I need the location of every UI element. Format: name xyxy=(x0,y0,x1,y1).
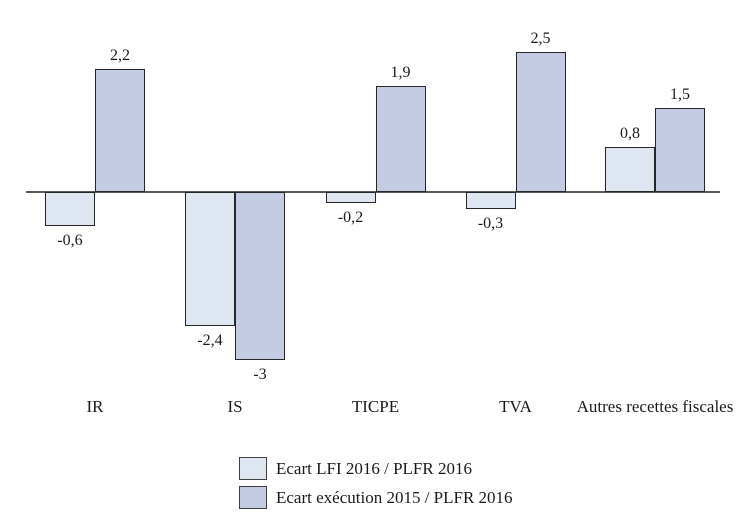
bar-value-label: -2,4 xyxy=(197,332,223,349)
bar-value-label: 2,5 xyxy=(530,30,551,47)
legend-item-2: Ecart exécution 2015 / PLFR 2016 xyxy=(239,486,513,509)
bar-value-label: -0,3 xyxy=(477,215,504,232)
bar-series1-4 xyxy=(465,192,516,209)
bar-value-label: -0,2 xyxy=(337,209,364,226)
category-label-3: TICPE xyxy=(351,397,400,416)
legend-item-1: Ecart LFI 2016 / PLFR 2016 xyxy=(239,457,513,480)
plot-area: -0,6 2,2 -2,4 -3 -0,2 1,9 -0,3 2,5 0,8 1,5 xyxy=(26,30,720,383)
legend-label: Ecart exécution 2015 / PLFR 2016 xyxy=(276,488,513,507)
legend-swatch-icon xyxy=(239,486,267,509)
bar-value-label: -0,6 xyxy=(57,232,83,249)
legend-label: Ecart LFI 2016 / PLFR 2016 xyxy=(276,459,472,478)
bar-value-label: 2,2 xyxy=(110,47,130,64)
bar-series2-1 xyxy=(95,69,145,192)
bar-series2-4 xyxy=(515,52,566,192)
bar-value-label: 1,5 xyxy=(670,86,690,103)
legend: Ecart LFI 2016 / PLFR 2016 Ecart exécutio… xyxy=(239,457,513,509)
legend-swatch-icon xyxy=(239,457,267,480)
bar-series2-5 xyxy=(655,108,705,192)
bar-value-label: 0,8 xyxy=(620,125,640,142)
bar-series1-2 xyxy=(185,192,235,326)
bar-series1-5 xyxy=(605,147,655,192)
bar-series1-1 xyxy=(45,192,95,226)
bar-value-label: 1,9 xyxy=(390,64,411,81)
bar-value-label: -3 xyxy=(253,366,267,383)
category-label-2: IS xyxy=(227,397,243,416)
bar-series2-3 xyxy=(375,86,426,192)
category-label-5: Autres recettes fiscales xyxy=(576,397,734,416)
bar-series1-3 xyxy=(325,192,376,203)
category-label-4: TVA xyxy=(499,397,532,416)
category-label-1: IR xyxy=(86,397,104,416)
bar-series2-2 xyxy=(235,192,285,360)
